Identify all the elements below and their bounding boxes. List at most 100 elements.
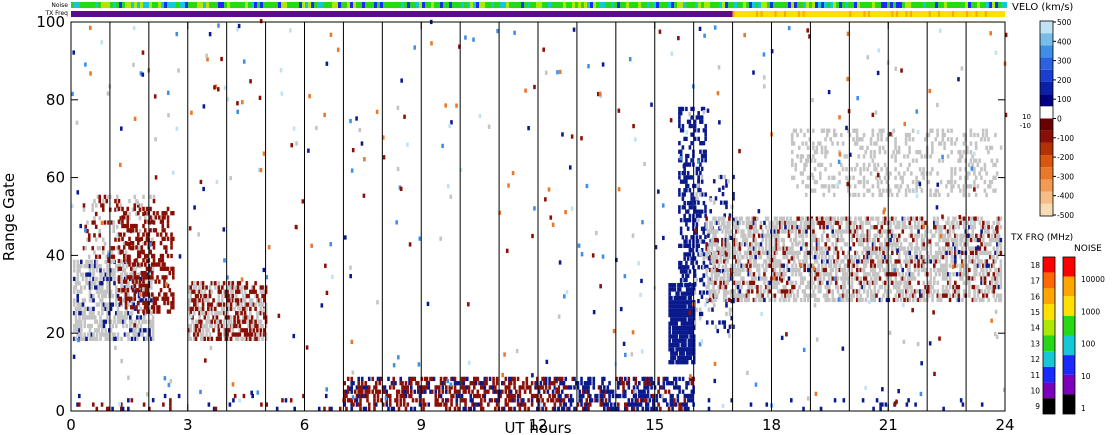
scatter-cell — [834, 220, 838, 226]
scatter-cell — [826, 250, 829, 256]
scatter-cell — [689, 295, 692, 301]
scatter-cell — [212, 406, 216, 411]
scatter-cell — [838, 293, 842, 298]
scatter-cell — [801, 276, 805, 281]
scatter-cell — [674, 376, 678, 382]
scatter-cell — [903, 280, 906, 285]
scatter-cell — [109, 319, 113, 324]
scatter-cell — [841, 289, 845, 294]
scatter-cell — [892, 220, 896, 226]
scatter-cell — [198, 289, 201, 294]
scatter-cell — [700, 158, 704, 163]
scatter-cell — [775, 220, 778, 226]
scatter-cell — [943, 246, 947, 251]
scatter-cell — [566, 385, 569, 390]
scatter-cell — [726, 280, 729, 285]
scatter-cell — [455, 393, 459, 399]
scatter-cell — [196, 281, 200, 286]
noise-strip-cell — [881, 2, 884, 8]
scatter-cell — [120, 406, 123, 411]
scatter-cell — [129, 228, 133, 233]
scatter-cell — [627, 376, 631, 382]
scatter-cell — [128, 241, 131, 247]
scatter-cell — [680, 338, 684, 343]
scatter-cell — [122, 215, 126, 220]
noise-strip-cell — [578, 2, 581, 8]
scatter-cell — [193, 332, 196, 337]
scatter-cell — [113, 332, 116, 337]
scatter-cell — [683, 205, 686, 210]
noise-strip-cell — [506, 2, 509, 8]
scatter-cell — [193, 323, 196, 329]
scatter-cell — [973, 272, 976, 277]
noise-strip-cell — [584, 2, 587, 8]
scatter-cell — [112, 224, 116, 229]
noise-strip-cell — [818, 2, 821, 8]
scatter-cell — [670, 295, 673, 301]
scatter-cell — [957, 293, 961, 298]
scatter-cell — [100, 281, 104, 286]
scatter-cell — [702, 106, 706, 112]
scatter-cell — [709, 209, 713, 214]
scatter-cell — [150, 285, 153, 290]
scatter-cell — [670, 355, 673, 361]
scatter-cell — [113, 319, 116, 324]
scatter-cell — [120, 285, 123, 290]
scatter-cell — [671, 321, 675, 326]
noise-strip-cell — [809, 2, 812, 8]
scatter-cell — [826, 259, 829, 264]
scatter-cell — [187, 298, 191, 303]
noise-strip-cell — [833, 2, 836, 8]
scatter-cell — [961, 233, 964, 238]
scatter-cell — [897, 272, 901, 277]
scatter-cell — [109, 276, 113, 282]
noise-strip-cell — [866, 2, 869, 8]
scatter-cell — [411, 376, 415, 382]
scatter-cell — [107, 220, 110, 225]
scatter-cell — [541, 376, 544, 382]
scatter-cell — [875, 233, 878, 238]
scatter-cell — [864, 216, 868, 221]
scatter-cell — [749, 225, 752, 230]
scatter-cell — [107, 306, 111, 312]
scatter-cell — [105, 254, 109, 259]
scatter-cell — [128, 328, 132, 333]
scatter-cell — [200, 323, 203, 329]
scatter-cell — [901, 220, 905, 226]
scatter-cell — [714, 237, 717, 243]
scatter-cell — [678, 111, 681, 116]
scatter-cell — [523, 402, 527, 407]
scatter-cell — [346, 389, 350, 394]
scatter-cell — [131, 288, 135, 293]
scatter-cell — [131, 207, 135, 212]
scatter-cell — [145, 266, 149, 271]
scatter-cell — [345, 389, 348, 394]
scatter-cell — [704, 192, 707, 197]
scatter-cell — [997, 284, 1001, 290]
scatter-cell — [813, 284, 817, 290]
scatter-cell — [831, 233, 835, 238]
scatter-cell — [82, 203, 86, 208]
scatter-cell — [530, 381, 534, 386]
scatter-cell — [115, 203, 119, 208]
scatter-cell — [950, 220, 954, 226]
scatter-cell — [684, 347, 687, 352]
scatter-cell — [117, 288, 121, 293]
scatter-cell — [700, 277, 704, 282]
noise-strip-cell — [461, 2, 464, 8]
noise-strip-cell — [950, 2, 953, 8]
scatter-cell — [861, 398, 865, 403]
scatter-cell — [567, 385, 571, 390]
scatter-cell — [72, 302, 76, 307]
scatter-cell — [420, 389, 424, 394]
scatter-cell — [749, 402, 753, 407]
scatter-cell — [704, 132, 707, 137]
scatter-cell — [882, 229, 885, 234]
scatter-cell — [736, 293, 740, 298]
scatter-cell — [740, 276, 743, 281]
scatter-cell — [444, 389, 448, 394]
scatter-cell — [79, 328, 83, 333]
scatter-cell — [871, 297, 875, 303]
scatter-cell — [376, 389, 380, 394]
scatter-cell — [875, 216, 878, 221]
